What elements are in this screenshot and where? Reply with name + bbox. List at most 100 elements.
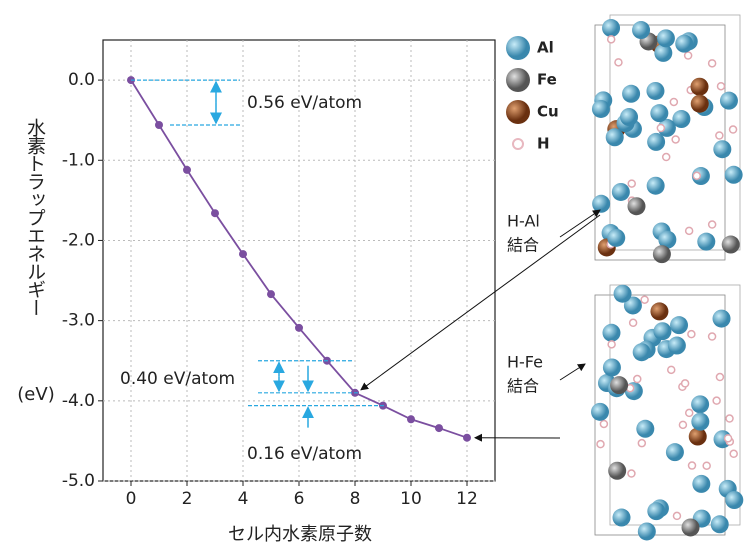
x-tick-label: 6: [294, 489, 305, 509]
h-atom: [600, 420, 607, 427]
atom: [691, 78, 709, 96]
legend-label: Cu: [537, 103, 559, 121]
atom: [636, 420, 654, 438]
h-atom: [725, 435, 732, 442]
y-tick-label: -1.0: [62, 150, 95, 170]
x-tick-label: 8: [350, 489, 361, 509]
x-tick-label: 10: [400, 489, 422, 509]
data-point: [239, 250, 247, 258]
h-atom: [688, 331, 695, 338]
data-point: [435, 424, 443, 432]
h-atom: [615, 59, 622, 66]
h-atom: [634, 376, 641, 383]
atom: [713, 310, 731, 328]
x-tick-label: 4: [238, 489, 249, 509]
pointer-arrow: [560, 210, 600, 237]
atom: [691, 413, 709, 431]
atom: [697, 233, 715, 251]
h-atom: [657, 124, 664, 131]
pointer-arrow: [361, 215, 600, 390]
h-atom: [668, 366, 675, 373]
atom: [650, 104, 668, 122]
atom: [666, 443, 684, 461]
atom: [592, 195, 610, 213]
y-tick-label: -4.0: [62, 391, 95, 411]
h-atom: [682, 380, 689, 387]
data-point: [295, 324, 303, 332]
h-atom: [709, 60, 716, 67]
page: セル内水素原子数 (eV) 0.0-1.0-2.0-3.0-4.0-5.0024…: [0, 0, 755, 549]
bond-label: 結合: [507, 377, 539, 396]
atom: [606, 128, 624, 146]
annotation: 0.16 eV/atom: [247, 444, 362, 464]
h-atom: [608, 36, 615, 43]
y-tick-label: -2.0: [62, 230, 95, 250]
bond-label: 結合: [507, 236, 539, 255]
atom: [610, 376, 628, 394]
h-atom: [608, 341, 615, 348]
atom: [627, 197, 645, 215]
atom: [646, 82, 664, 100]
y-axis-unit: (eV): [17, 384, 54, 405]
h-atom: [717, 83, 724, 90]
h-atom: [630, 319, 637, 326]
atom: [722, 236, 740, 254]
atom: [613, 509, 631, 527]
h-atom: [672, 136, 679, 143]
atom: [675, 35, 693, 53]
atom: [711, 515, 729, 533]
h-atom: [663, 154, 670, 161]
atom: [670, 316, 688, 334]
atom: [632, 21, 650, 39]
atom: [725, 491, 743, 509]
x-tick-label: 12: [456, 489, 478, 509]
h-atom: [685, 52, 692, 59]
h-atom: [726, 415, 733, 422]
h-atom: [686, 409, 693, 416]
h-atom: [686, 227, 693, 234]
data-point: [211, 209, 219, 217]
annotation: 0.56 eV/atom: [247, 93, 362, 113]
h-atom: [693, 172, 700, 179]
atom: [720, 92, 738, 110]
atom: [647, 133, 665, 151]
h-atom: [716, 374, 723, 381]
atom: [657, 29, 675, 47]
atom: [682, 518, 700, 536]
data-point: [155, 121, 163, 129]
atom: [653, 322, 671, 340]
h-atom: [628, 180, 635, 187]
data-point: [267, 290, 275, 298]
atom: [612, 183, 630, 201]
h-atom: [628, 470, 635, 477]
h-atom: [597, 441, 604, 448]
atom: [650, 302, 668, 320]
bond-label: H-Al: [507, 212, 540, 231]
atom: [602, 19, 620, 37]
atom: [603, 358, 621, 376]
x-tick-label: 0: [126, 489, 137, 509]
atom: [713, 140, 731, 158]
h-atom: [689, 462, 696, 469]
y-axis-label: 水素トラップエネルギー: [22, 118, 49, 316]
legend-label: Fe: [537, 71, 557, 89]
atom: [725, 166, 743, 184]
atom: [647, 177, 665, 195]
data-point: [183, 166, 191, 174]
atom: [608, 462, 626, 480]
h-atom: [670, 98, 677, 105]
h-atom: [709, 221, 716, 228]
h-atom: [730, 450, 737, 457]
legend-label: H: [537, 135, 550, 153]
y-tick-label: 0.0: [68, 70, 95, 90]
pointer-arrow: [560, 364, 585, 380]
legend-swatch: [506, 68, 530, 92]
atom: [653, 245, 671, 263]
h-atom: [730, 126, 737, 133]
atom: [647, 502, 665, 520]
data-point: [407, 415, 415, 423]
atom: [691, 395, 709, 413]
h-atom: [703, 462, 710, 469]
y-tick-label: -3.0: [62, 311, 95, 331]
atom: [691, 95, 709, 113]
